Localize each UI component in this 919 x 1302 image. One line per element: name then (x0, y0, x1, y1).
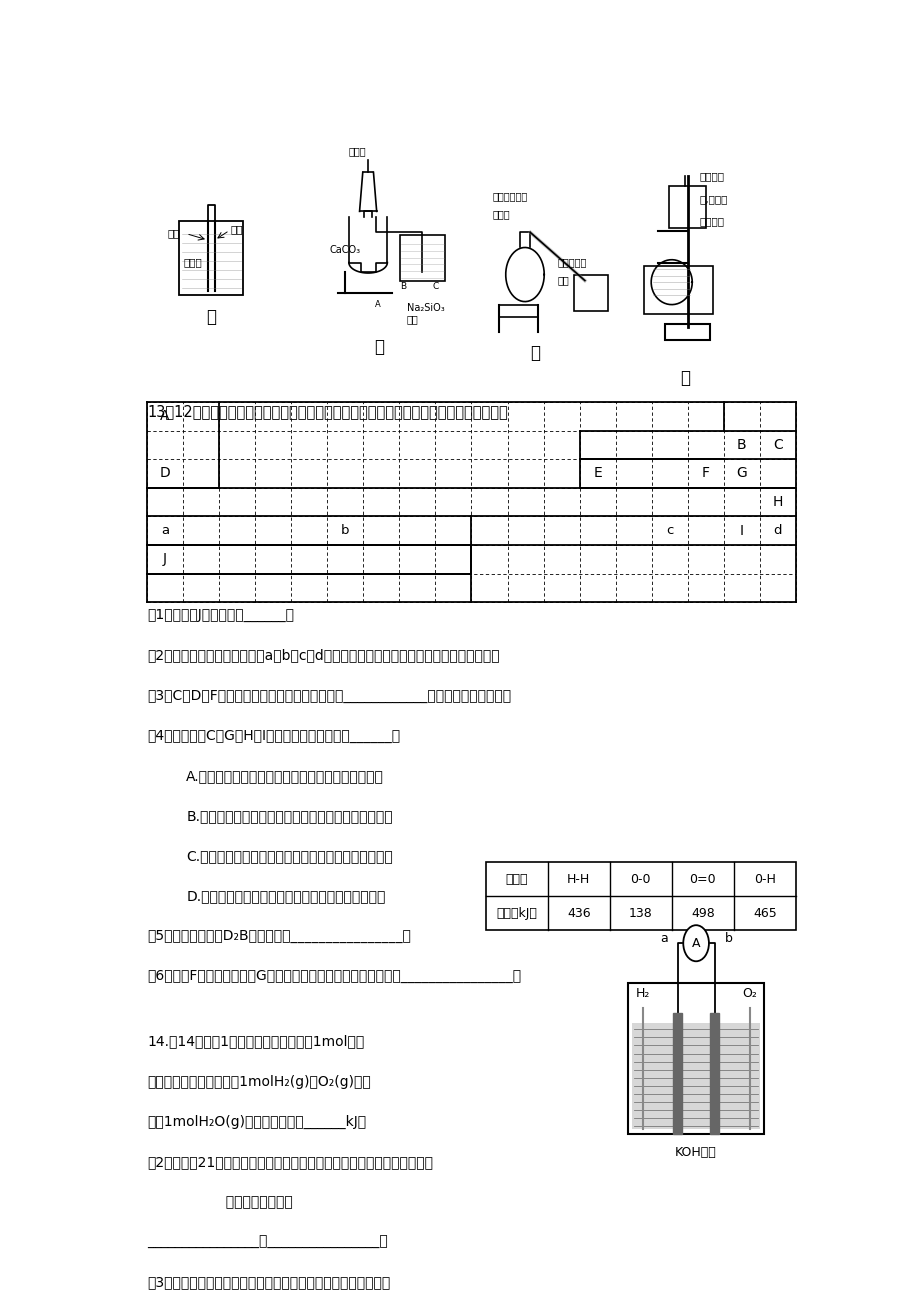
Text: 生成1molH₂O(g)所释放的能量为______kJ。: 生成1molH₂O(g)所释放的能量为______kJ。 (147, 1115, 366, 1129)
Text: 锌棒: 锌棒 (168, 229, 180, 238)
Text: 食盐水: 食盐水 (184, 258, 202, 267)
Text: 138: 138 (629, 906, 652, 919)
Text: 13（12分）下表是元素周期表的一部分，表中所列大写英文字母分别代表一种化学元素。: 13（12分）下表是元素周期表的一部分，表中所列大写英文字母分别代表一种化学元素… (147, 405, 507, 419)
Text: A: A (374, 301, 380, 309)
Text: B: B (736, 437, 746, 452)
Text: 键需要消耗的能量。计算1molH₂(g)与O₂(g)反应: 键需要消耗的能量。计算1molH₂(g)与O₂(g)反应 (147, 1074, 370, 1088)
Text: F: F (701, 466, 709, 480)
Text: 14.（14分）（1）表中的数据表示破坏1mol化学: 14.（14分）（1）表中的数据表示破坏1mol化学 (147, 1035, 364, 1048)
Text: KOH溶液: KOH溶液 (675, 1146, 716, 1159)
Text: 酸,液硫酸: 酸,液硫酸 (698, 194, 727, 203)
Text: （3）C、D、F的简单离子半径由大到小的顺序为____________（用离子符号回答）。: （3）C、D、F的简单离子半径由大到小的顺序为____________（用离子符… (147, 689, 511, 703)
Text: 液硫酸: 液硫酸 (493, 210, 510, 220)
Text: O₂: O₂ (742, 987, 756, 1000)
Text: A: A (160, 409, 170, 423)
Text: ________________；________________。: ________________；________________。 (147, 1236, 388, 1249)
Text: D: D (160, 466, 170, 480)
Bar (499, 305, 538, 316)
Bar (485, 862, 795, 930)
Text: H: H (772, 495, 782, 509)
Text: I: I (739, 523, 743, 538)
Text: b: b (724, 932, 732, 945)
Text: 铁钉: 铁钉 (231, 224, 243, 234)
Text: 0-H: 0-H (754, 872, 775, 885)
Circle shape (683, 926, 709, 961)
Text: 乙: 乙 (373, 337, 383, 355)
Text: 能量（kJ）: 能量（kJ） (495, 906, 537, 919)
Text: d: d (773, 525, 781, 538)
Text: （5）用电子式表示D₂B的形成过程________________。: （5）用电子式表示D₂B的形成过程________________。 (147, 930, 411, 943)
Text: a: a (659, 932, 667, 945)
Text: （2）用实线将元素周期表分为a、b、c、d四个区域，其中全部为金属元素的区域是＿＿。: （2）用实线将元素周期表分为a、b、c、d四个区域，其中全部为金属元素的区域是＿… (147, 648, 499, 663)
Text: C: C (772, 437, 782, 452)
Text: Na₂SiO₃: Na₂SiO₃ (406, 302, 444, 312)
Text: 丁: 丁 (680, 370, 689, 388)
Text: （3）氢氧燃料电池是符合绿色化学理念的新型发电装置。下图为: （3）氢氧燃料电池是符合绿色化学理念的新型发电装置。下图为 (147, 1275, 390, 1289)
Text: A.它们的原子核外电子层数随核电荷数的增加而增多: A.它们的原子核外电子层数随核电荷数的增加而增多 (186, 768, 384, 783)
Text: B.它们的气态氢化物的还原性随核电荷数的增加而增强: B.它们的气态氢化物的还原性随核电荷数的增加而增强 (186, 809, 392, 823)
Text: 498: 498 (690, 906, 714, 919)
Bar (643, 266, 712, 314)
Text: （至少写出两点）: （至少写出两点） (147, 1195, 292, 1208)
Text: 甲: 甲 (206, 309, 216, 326)
Text: （4）下列关于C、G、H、I性质的比较不正确的是______。: （4）下列关于C、G、H、I性质的比较不正确的是______。 (147, 729, 400, 742)
Text: 溶液: 溶液 (406, 315, 418, 324)
Text: 465: 465 (753, 906, 776, 919)
Bar (573, 275, 607, 311)
Polygon shape (673, 1013, 681, 1134)
Text: E: E (593, 466, 601, 480)
Bar (664, 324, 709, 340)
Text: c: c (665, 525, 673, 538)
Text: 0=0: 0=0 (689, 872, 715, 885)
Text: 饱和碳酸钠: 饱和碳酸钠 (557, 258, 585, 267)
Bar (631, 1023, 759, 1129)
Text: 化学键: 化学键 (505, 872, 528, 885)
Text: J: J (163, 552, 167, 566)
Text: 稀盐酸: 稀盐酸 (348, 146, 366, 156)
Text: 乙醇、乙酸、: 乙醇、乙酸、 (493, 191, 528, 202)
Text: 溶液: 溶液 (557, 276, 568, 285)
Text: A: A (691, 936, 699, 949)
Text: CaCO₃: CaCO₃ (329, 246, 359, 255)
Text: 的混合物: 的混合物 (698, 216, 723, 227)
Text: C: C (432, 283, 438, 292)
Text: a: a (161, 525, 169, 538)
Text: C.它们的气态氢化物的稳定性随核电荷数的增加而增强: C.它们的气态氢化物的稳定性随核电荷数的增加而增强 (186, 849, 392, 863)
Text: b: b (341, 525, 349, 538)
Bar (669, 186, 705, 228)
Text: H-H: H-H (567, 872, 590, 885)
Bar (628, 983, 763, 1134)
Text: （1）请写出J元素的名称______。: （1）请写出J元素的名称______。 (147, 608, 294, 622)
Text: G: G (736, 466, 746, 480)
Polygon shape (709, 1013, 718, 1134)
Text: （2）氢气是21世纪极有前途的新型能源。请写出氢气作为新型能源的优点: （2）氢气是21世纪极有前途的新型能源。请写出氢气作为新型能源的优点 (147, 1155, 433, 1169)
Text: 436: 436 (566, 906, 590, 919)
Text: 丙: 丙 (530, 344, 540, 362)
Text: 0-0: 0-0 (630, 872, 651, 885)
Text: （6）写出F的一种氧化物与G单质的水溶液发生反应的离子方程式________________。: （6）写出F的一种氧化物与G单质的水溶液发生反应的离子方程式__________… (147, 969, 521, 983)
Text: D.它们的气态氢化物的沸点随核电荷数的增加而升高: D.它们的气态氢化物的沸点随核电荷数的增加而升高 (186, 889, 385, 904)
Bar (179, 221, 243, 294)
Text: H₂: H₂ (635, 987, 649, 1000)
Text: 苯和液硝: 苯和液硝 (698, 172, 723, 181)
Text: B: B (400, 283, 406, 292)
Bar (400, 236, 445, 280)
